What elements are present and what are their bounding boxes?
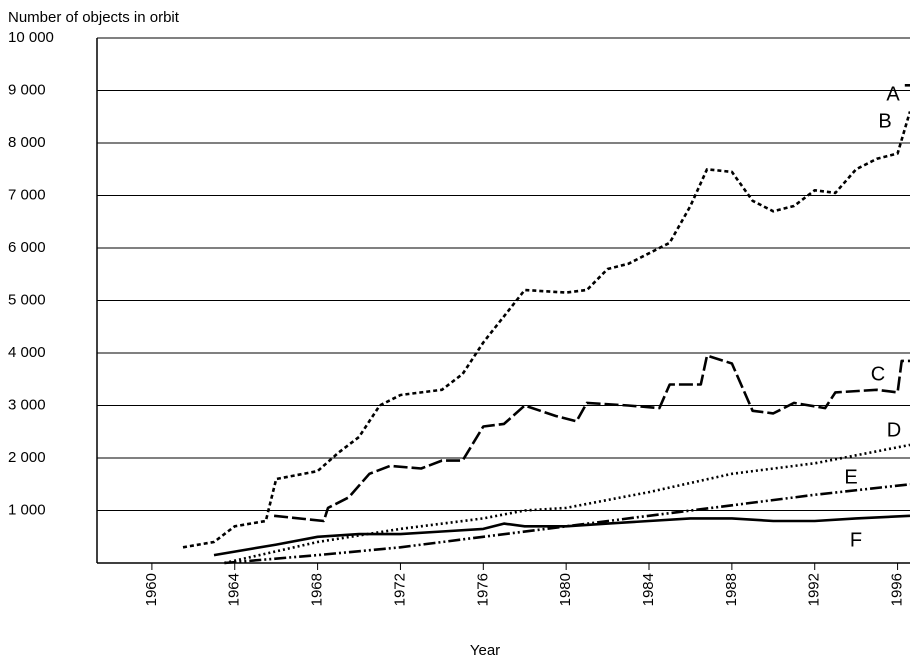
series-line (273, 354, 910, 523)
series-label: F (850, 529, 862, 551)
y-tick-label: 2 000 (8, 449, 46, 466)
x-tick-label: 1976 (474, 573, 491, 606)
series-label: E (844, 466, 857, 488)
x-tick-label: 1992 (806, 573, 823, 606)
y-tick-label: 7 000 (8, 186, 46, 203)
x-axis-label: Year (470, 642, 500, 659)
y-tick-label: 6 000 (8, 239, 46, 256)
series-label: B (878, 110, 891, 132)
y-tick-label: 9 000 (8, 81, 46, 98)
x-tick-label: 1964 (226, 573, 243, 606)
series-label: C (871, 363, 885, 385)
y-tick-label: 8 000 (8, 134, 46, 151)
series-line (182, 111, 910, 549)
y-tick-label: 1 000 (8, 501, 46, 518)
series-line (213, 514, 910, 557)
chart-title: Number of objects in orbit (8, 9, 180, 26)
series-line (224, 483, 910, 565)
x-tick-label: 1980 (557, 573, 574, 606)
y-tick-label: 3 000 (8, 396, 46, 413)
y-tick-label: 4 000 (8, 344, 46, 361)
x-tick-label: 1996 (889, 573, 906, 606)
y-tick-label: 5 000 (8, 291, 46, 308)
x-tick-label: 1972 (391, 573, 408, 606)
x-tick-label: 1984 (640, 573, 657, 606)
series-label: A (886, 83, 900, 105)
series-line (224, 443, 910, 565)
x-tick-label: 1960 (143, 573, 160, 606)
x-tick-label: 1968 (309, 573, 326, 606)
x-tick-label: 1988 (723, 573, 740, 606)
y-tick-label: 10 000 (8, 29, 54, 46)
series-label: D (887, 419, 901, 441)
